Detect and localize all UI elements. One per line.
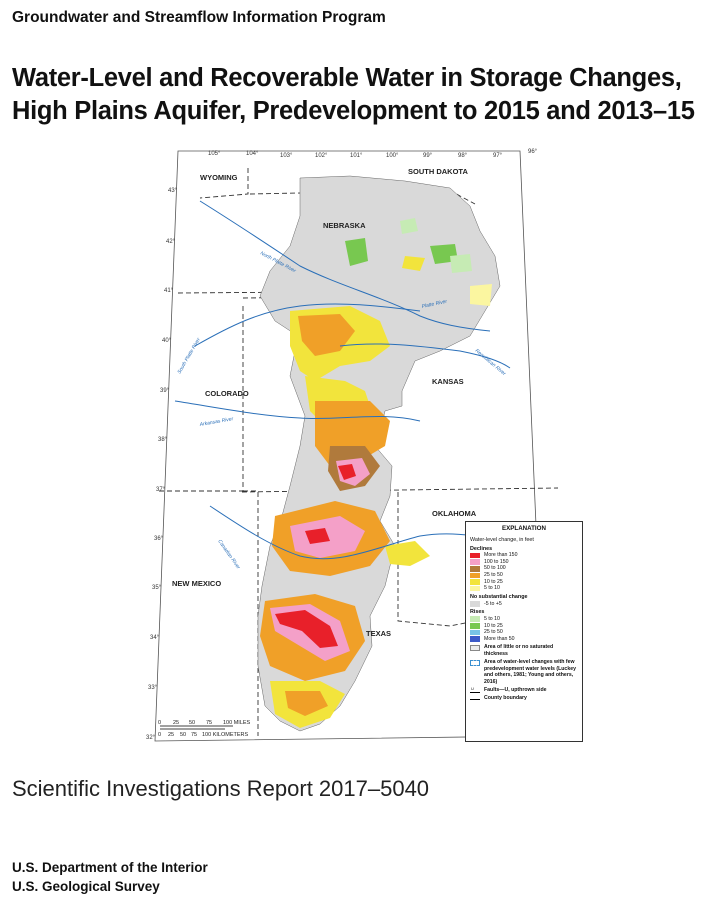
legend-title: EXPLANATION xyxy=(502,525,546,532)
lon-98: 98° xyxy=(458,153,468,159)
legend-rise-10-25: 10 to 25 xyxy=(470,623,578,630)
title-line-1: Water-Level and Recoverable Water in Sto… xyxy=(12,64,682,92)
scale-bar: 0 25 50 75 100 MILES 0 25 50 75 100 KILO… xyxy=(158,720,251,738)
aquifer-map: 105° 104° 103° 102° 101° 100° 99° 98° 97… xyxy=(146,149,559,742)
fault-u-marker: U xyxy=(471,686,474,692)
scale-miles-0: 0 xyxy=(158,720,161,726)
state-nebraska: NEBRASKA xyxy=(323,221,366,230)
lat-37: 37° xyxy=(156,487,166,493)
agency-block: U.S. Department of the Interior U.S. Geo… xyxy=(12,858,208,896)
lon-99: 99° xyxy=(423,153,433,159)
legend-faults: U Faults—U, upthrown side xyxy=(470,686,547,694)
scale-km-50: 50 xyxy=(180,732,186,738)
title-line-2: High Plains Aquifer, Predevelopment to 2… xyxy=(12,97,695,125)
scale-miles-25: 25 xyxy=(173,720,179,726)
rise-regions xyxy=(345,218,492,306)
report-number: Scientific Investigations Report 2017–50… xyxy=(12,776,430,801)
legend-rises-heading: Rises xyxy=(470,609,485,616)
state-oklahoma: OKLAHOMA xyxy=(432,509,477,518)
lat-36: 36° xyxy=(154,536,164,542)
legend-decline-5-10: 5 to 10 xyxy=(470,585,578,592)
department-name: U.S. Department of the Interior xyxy=(12,860,208,875)
legend-county: County boundary xyxy=(470,695,578,702)
lon-101: 101° xyxy=(350,153,363,159)
lat-38: 38° xyxy=(158,437,168,443)
latitude-labels: 43° 42° 41° 40° 39° 38° 37° 36° 35° 34° … xyxy=(146,188,178,741)
lat-42: 42° xyxy=(166,239,176,245)
legend-declines-heading: Declines xyxy=(470,545,493,552)
legend-rise-25-50: 25 to 50 xyxy=(470,629,578,636)
state-new-mexico: NEW MEXICO xyxy=(172,579,221,588)
longitude-labels: 105° 104° 103° 102° 101° 100° 99° 98° 97… xyxy=(208,149,538,159)
map-legend: EXPLANATION Water-level change, in feet … xyxy=(465,521,583,742)
legend-few-predevelopment: Area of water-level changes with few pre… xyxy=(470,659,578,685)
lat-35: 35° xyxy=(152,585,162,591)
page-title: Water-Level and Recoverable Water in Sto… xyxy=(12,62,717,128)
state-kansas: KANSAS xyxy=(432,377,464,386)
agency-name: U.S. Geological Survey xyxy=(12,879,160,894)
lat-41: 41° xyxy=(164,288,174,294)
legend-decline-100-150: 100 to 150 xyxy=(470,559,578,566)
state-south-dakota: SOUTH DAKOTA xyxy=(408,167,468,176)
lon-104: 104° xyxy=(246,151,259,157)
state-labels: WYOMING SOUTH DAKOTA NEBRASKA COLORADO K… xyxy=(172,167,477,638)
lon-100: 100° xyxy=(386,153,399,159)
decline-regions xyxy=(260,306,430,728)
state-wyoming: WYOMING xyxy=(200,173,238,182)
scale-km-75: 75 xyxy=(191,732,197,738)
lat-40: 40° xyxy=(162,338,172,344)
lat-32: 32° xyxy=(146,735,156,741)
lat-43: 43° xyxy=(168,188,178,194)
legend-decline-gt150: More than 150 xyxy=(470,552,578,559)
state-colorado: COLORADO xyxy=(205,389,249,398)
legend-decline-25-50: 25 to 50 xyxy=(470,572,578,579)
lon-96: 96° xyxy=(528,149,538,155)
legend-little-saturated: Area of little or no saturated thickness xyxy=(470,644,578,657)
legend-no-change-heading: No substantial change xyxy=(470,593,528,600)
legend-rise-gt50: More than 50 xyxy=(470,636,578,643)
state-texas: TEXAS xyxy=(366,629,391,638)
scale-km-100: 100 KILOMETERS xyxy=(202,732,248,738)
lon-103: 103° xyxy=(280,153,293,159)
lon-97: 97° xyxy=(493,153,503,159)
scale-km-0: 0 xyxy=(158,732,161,738)
legend-rise-5-10: 5 to 10 xyxy=(470,616,578,623)
lat-33: 33° xyxy=(148,685,158,691)
scale-km-25: 25 xyxy=(168,732,174,738)
scale-miles-100: 100 MILES xyxy=(223,720,251,726)
scale-miles-50: 50 xyxy=(189,720,195,726)
legend-subtitle: Water-level change, in feet xyxy=(470,536,534,543)
legend-decline-10-25: 10 to 25 xyxy=(470,579,578,586)
program-name: Groundwater and Streamflow Information P… xyxy=(12,9,386,26)
lon-105: 105° xyxy=(208,151,221,157)
lat-39: 39° xyxy=(160,388,170,394)
river-label-platte: Platte River xyxy=(421,299,448,310)
scale-miles-75: 75 xyxy=(206,720,212,726)
legend-no-change: -5 to +5 xyxy=(470,601,578,608)
rivers xyxy=(174,200,511,560)
lon-102: 102° xyxy=(315,153,328,159)
legend-decline-50-100: 50 to 100 xyxy=(470,565,578,572)
lat-34: 34° xyxy=(150,635,160,641)
